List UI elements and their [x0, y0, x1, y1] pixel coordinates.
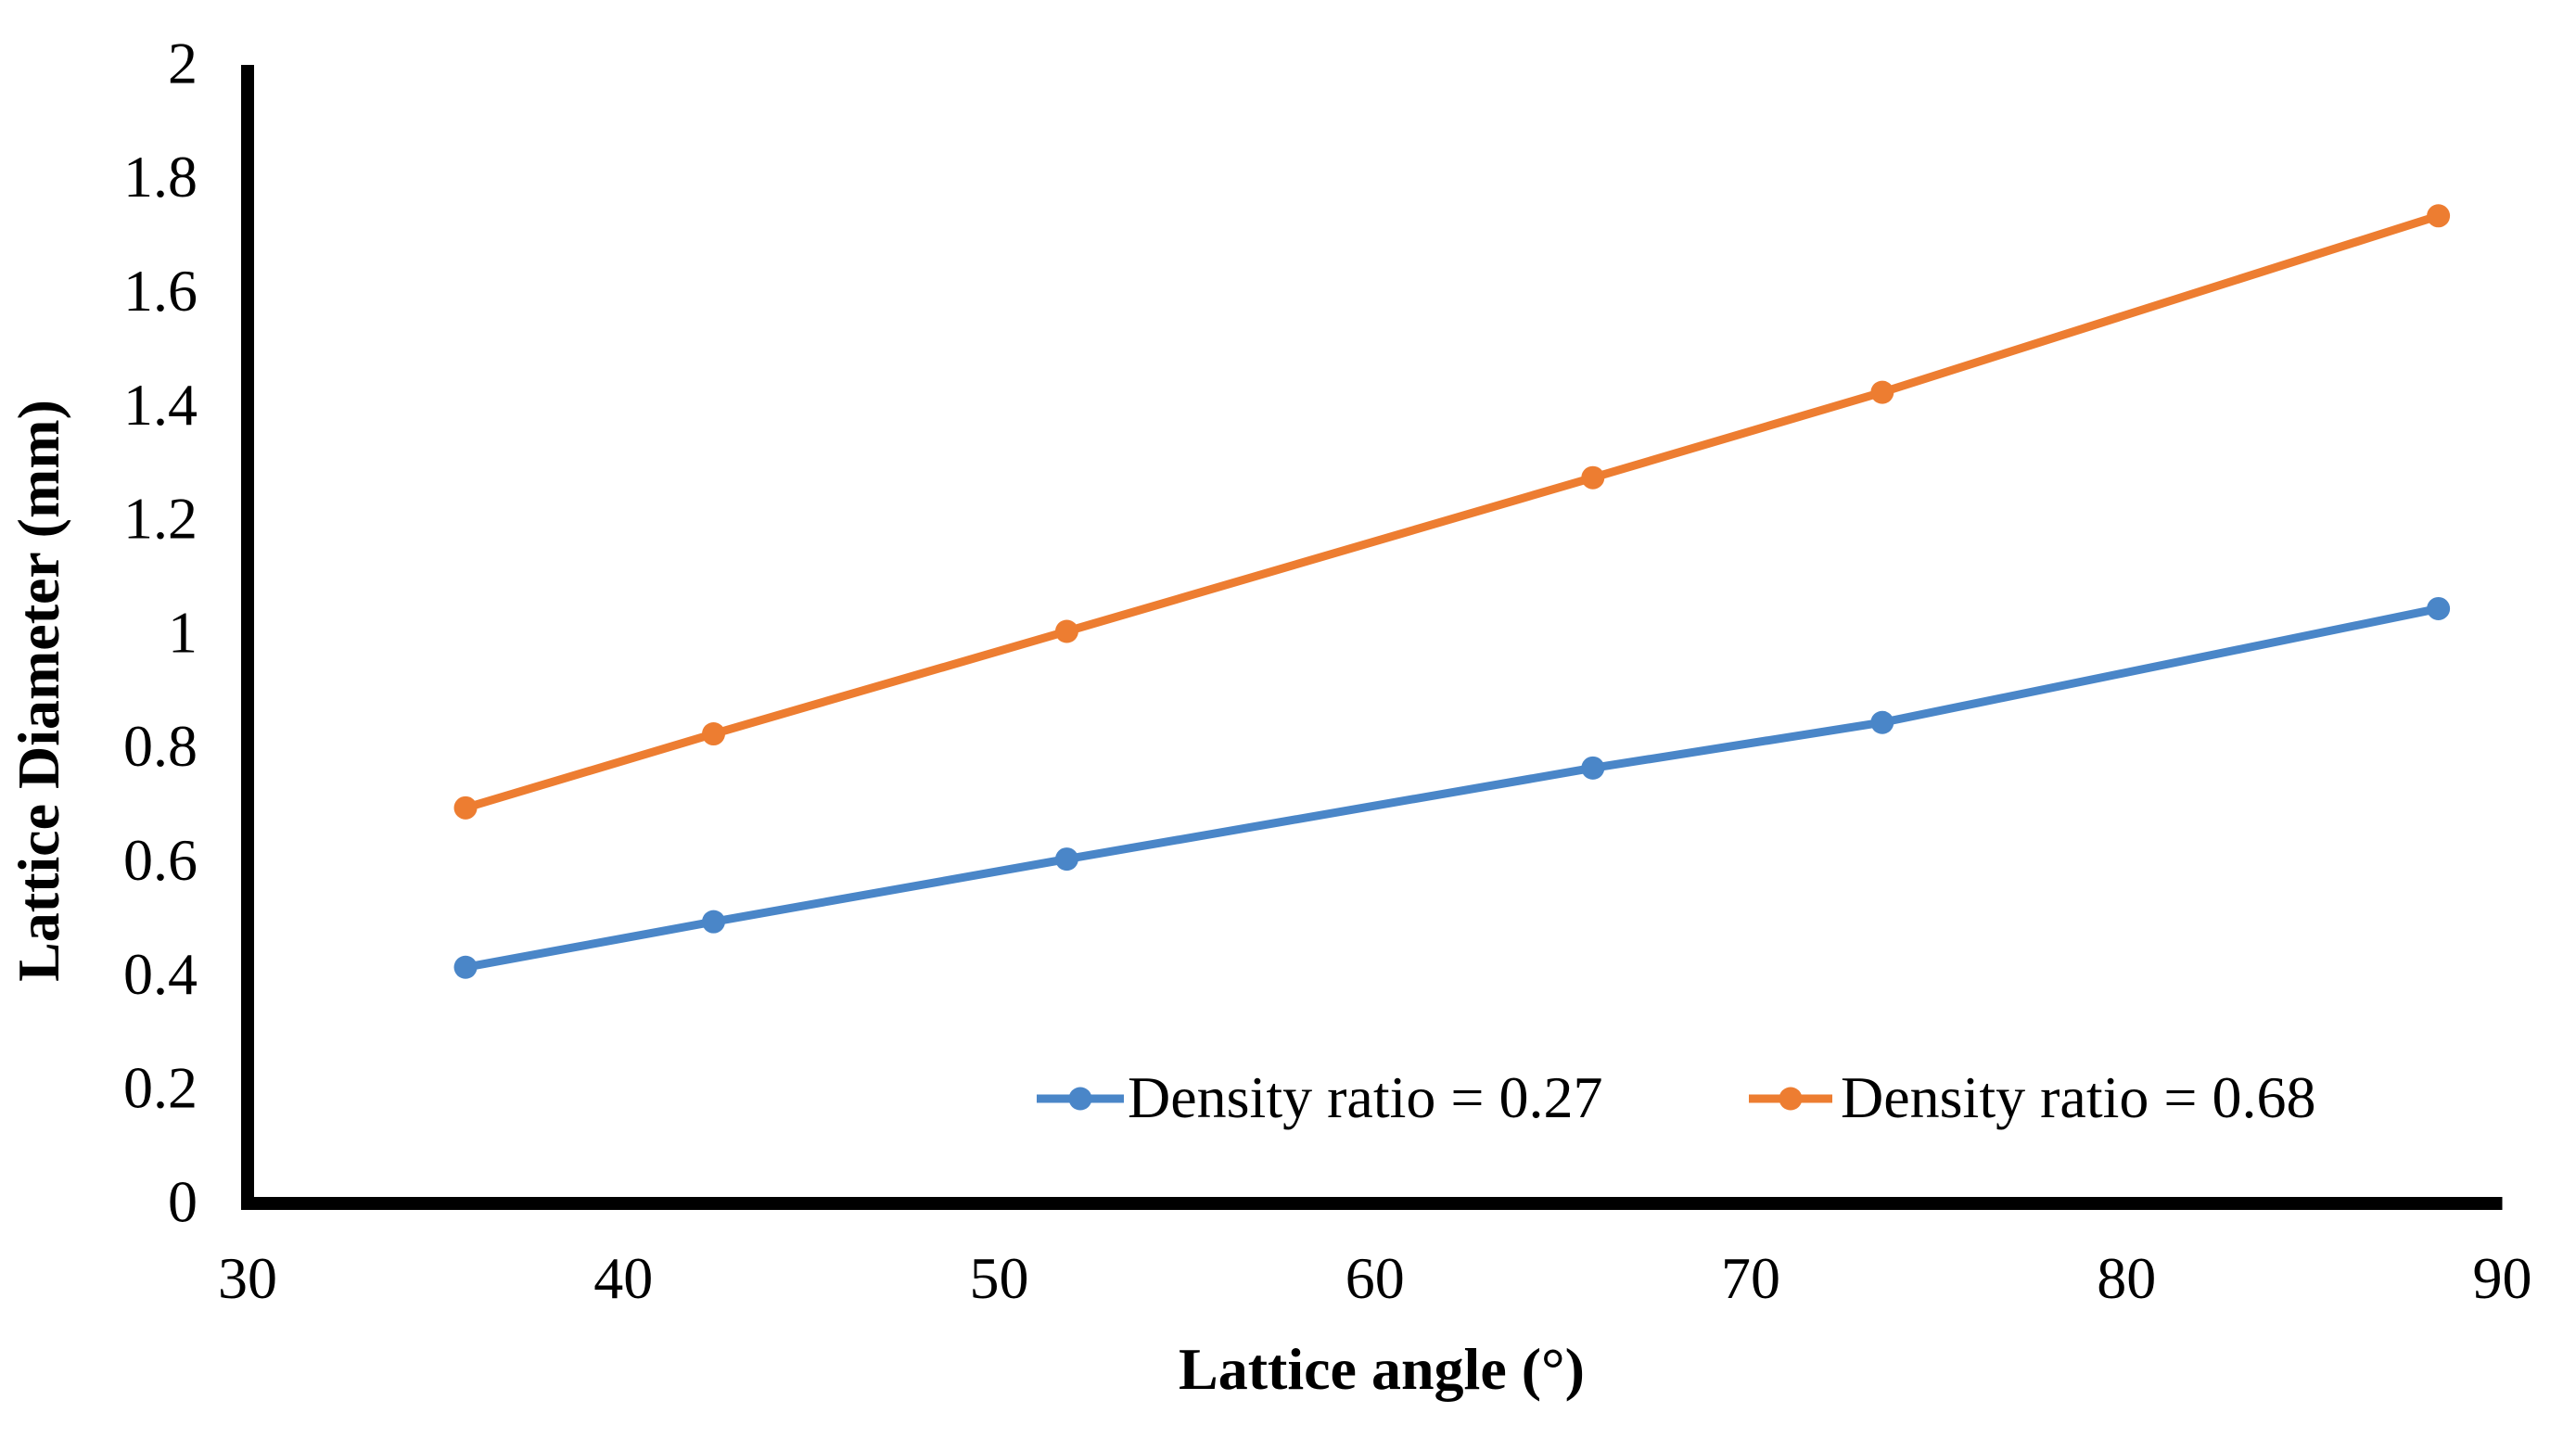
x-tick-label: 50: [970, 1245, 1029, 1311]
y-tick-label: 0.2: [123, 1055, 198, 1121]
y-tick-label: 0.6: [123, 827, 198, 893]
y-tick-label: 0.8: [123, 713, 198, 779]
series-1-marker: [1870, 710, 1894, 734]
y-tick-label: 0: [168, 1168, 198, 1234]
x-tick-label: 60: [1345, 1245, 1405, 1311]
y-tick-label: 0.4: [123, 941, 198, 1007]
series-line-1: [461, 604, 2443, 972]
series-line-2: [461, 211, 2443, 812]
series-2-marker: [453, 795, 478, 820]
series-1-marker: [1054, 847, 1078, 872]
legend-dot-marker-icon: [1068, 1087, 1092, 1111]
x-tick-label: 30: [218, 1245, 277, 1311]
y-tick-label: 1.2: [123, 486, 198, 552]
legend-entry-series-1: Density ratio = 0.27: [1037, 1064, 1602, 1130]
y-tick-label: 1.6: [123, 258, 198, 324]
series-1-marker: [453, 955, 478, 979]
legend-entry-series-2: Density ratio = 0.68: [1749, 1064, 2315, 1130]
legend-label-series-1: Density ratio = 0.27: [1128, 1064, 1602, 1130]
y-tick-label: 2: [168, 30, 198, 95]
x-tick-label: 70: [1721, 1245, 1780, 1311]
y-axis-title: Lattice Diameter (mm): [6, 400, 71, 982]
series-1-marker: [1581, 756, 1605, 780]
axis-lines: [241, 65, 2503, 1210]
y-tick-label: 1: [168, 599, 198, 665]
series-2-marker: [1581, 465, 1605, 490]
x-tick-label: 90: [2473, 1245, 2532, 1311]
series-1-marker: [2427, 596, 2451, 620]
plot-area: 0 0.2 0.4 0.6 0.8 1 1.2 1.4 1.6 1.8 2 30 40 50 60 70 80 9…: [123, 30, 2532, 1311]
legend-dot-marker-icon: [1779, 1087, 1803, 1111]
x-axis-title: Lattice angle (°): [1179, 1336, 1585, 1402]
series-2-marker: [1870, 380, 1894, 404]
x-tick-label: 40: [593, 1245, 653, 1311]
legend-label-series-2: Density ratio = 0.68: [1841, 1064, 2315, 1130]
y-tick-label: 1.4: [123, 372, 198, 438]
x-tick-label: 80: [2097, 1245, 2156, 1311]
series-2-marker: [2427, 204, 2451, 228]
series-2-marker: [1054, 619, 1078, 643]
legend: Density ratio = 0.27 Density ratio = 0.6…: [1037, 1064, 2315, 1130]
y-tick-label: 1.8: [123, 144, 198, 210]
series-1-marker: [702, 910, 726, 934]
series-2-marker: [702, 722, 726, 746]
